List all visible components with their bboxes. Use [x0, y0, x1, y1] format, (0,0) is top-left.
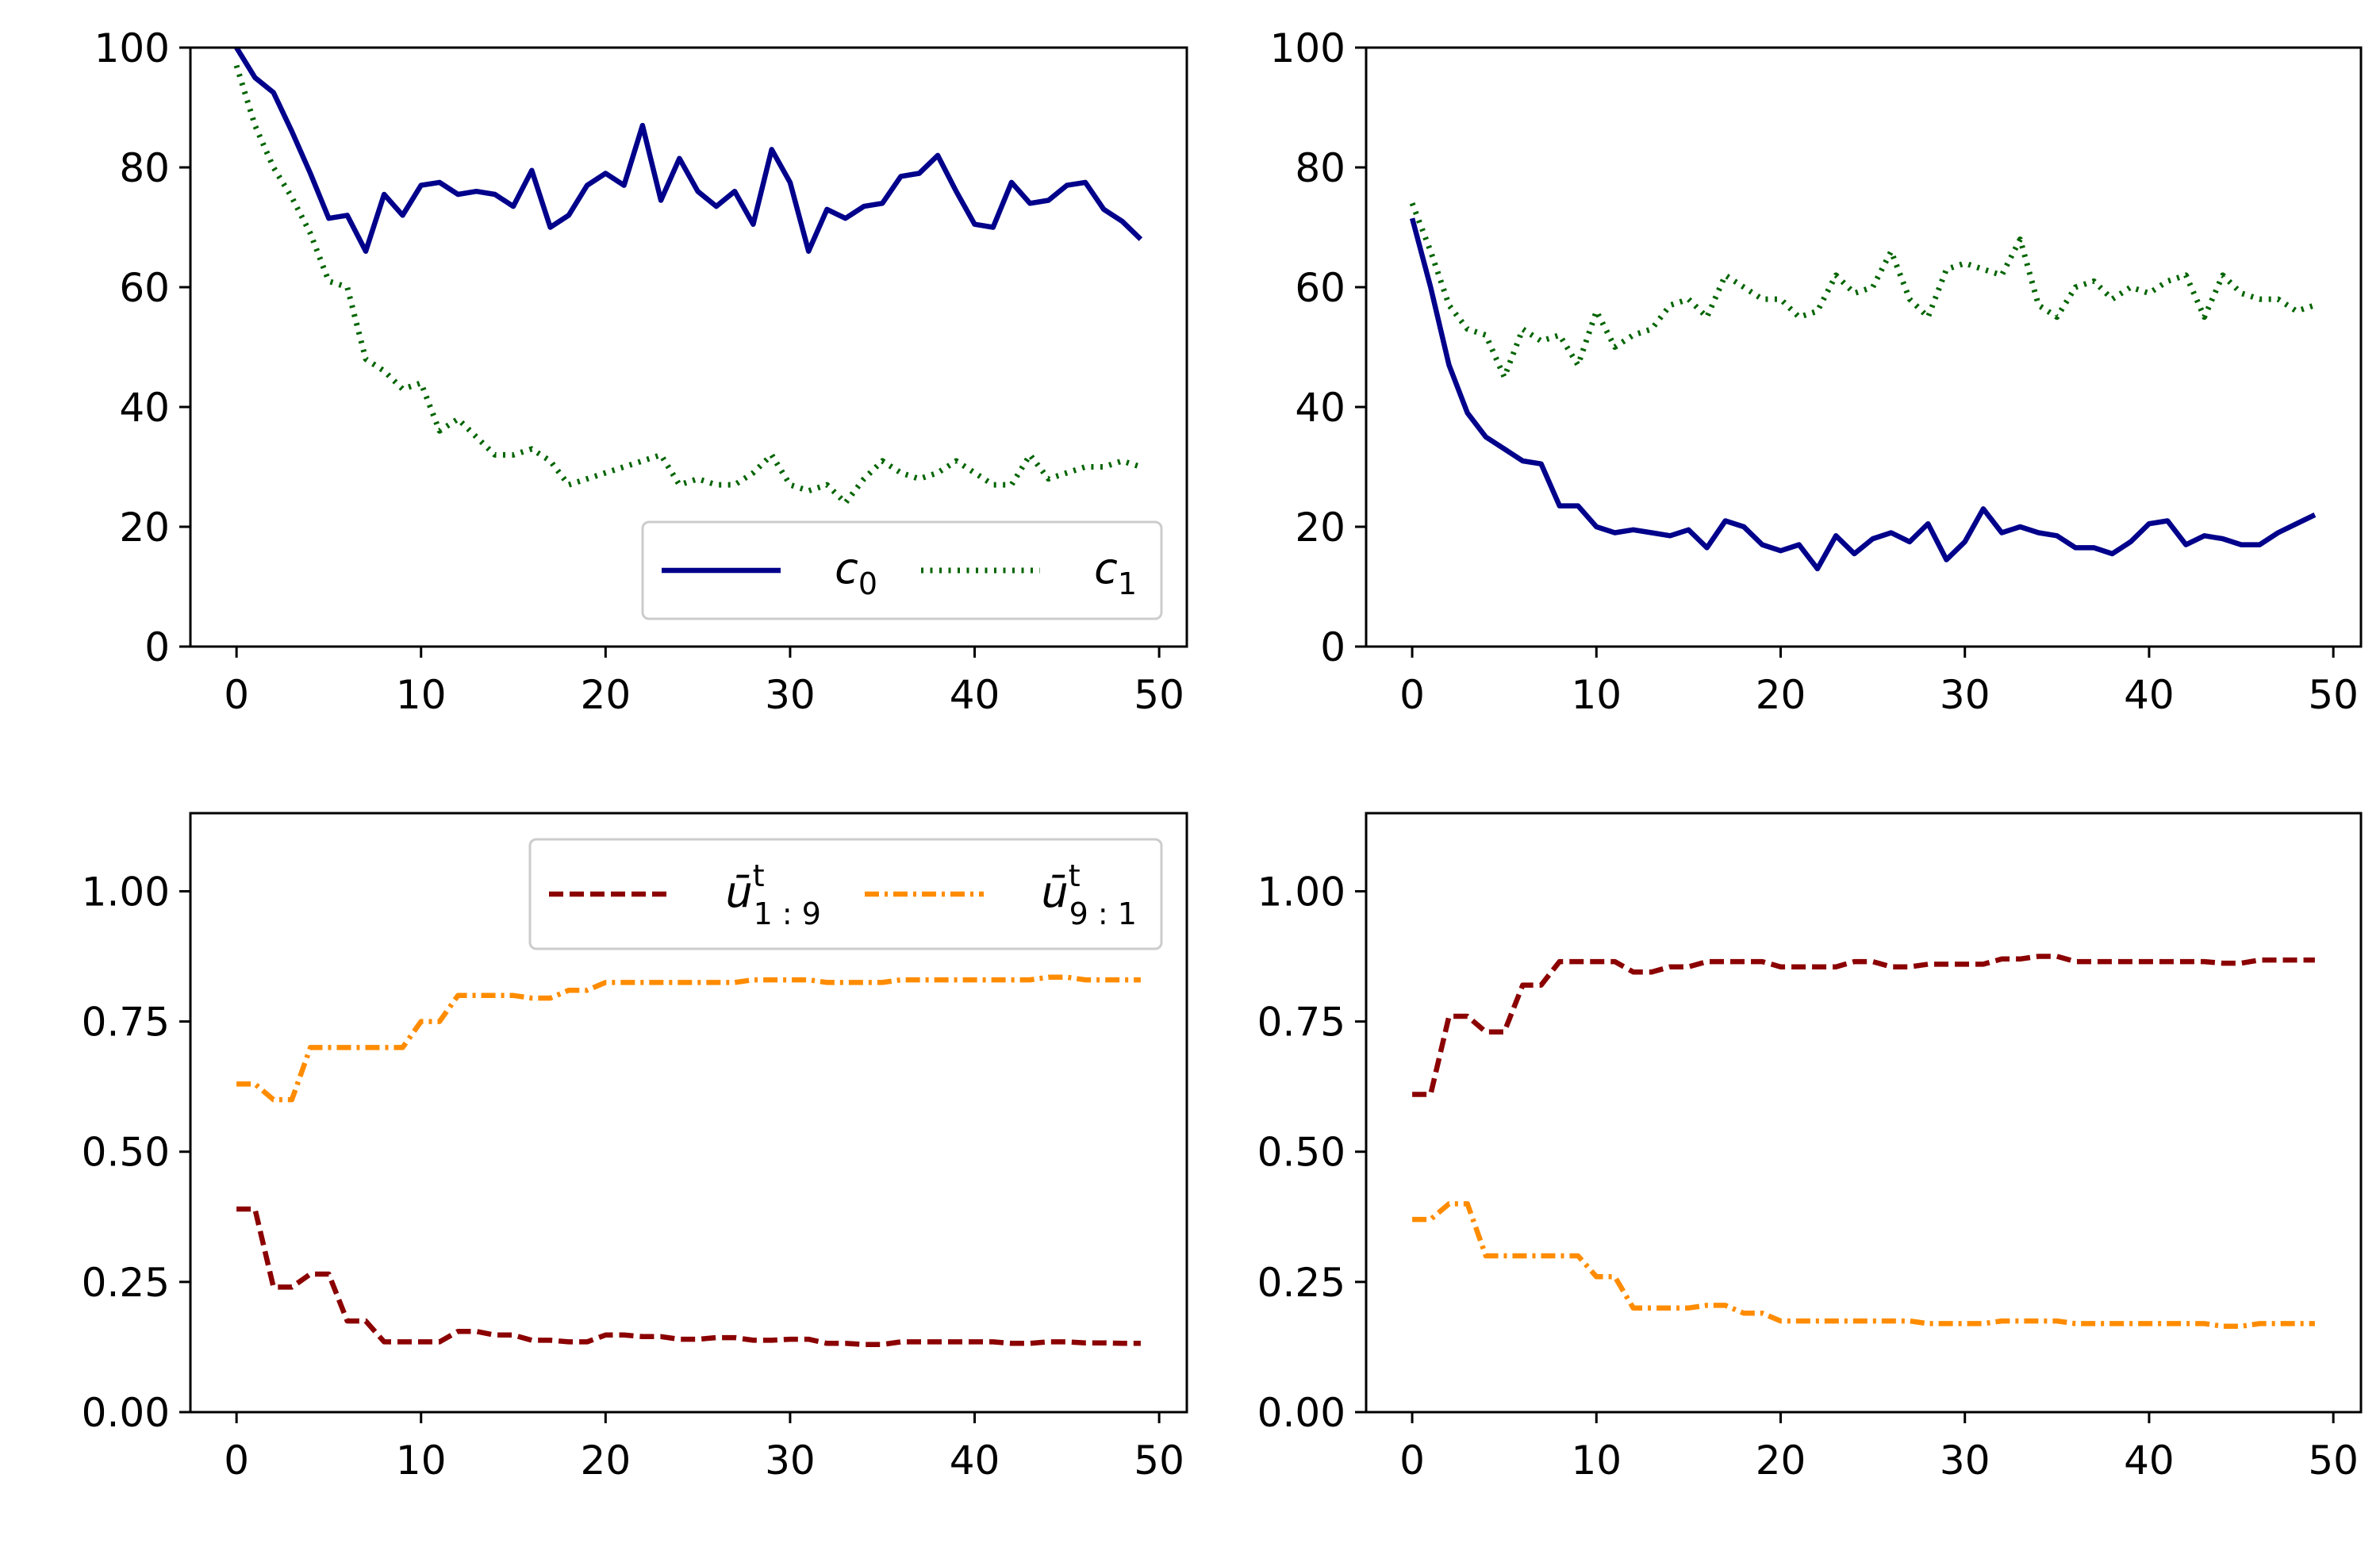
x-tick-label: 40 [950, 672, 1000, 718]
x-tick-label: 30 [765, 1438, 816, 1484]
x-tick-label: 0 [1399, 1438, 1425, 1484]
y-tick-label: 80 [1295, 145, 1345, 191]
y-tick-label: 0.00 [82, 1390, 170, 1436]
y-tick-label: 20 [119, 505, 170, 551]
y-tick-label: 100 [1270, 25, 1345, 71]
chart-panel-top-right: 0 10 20 30 40 50 0 20 40 60 80 100 [1270, 25, 2363, 718]
y-tick-label: 1.00 [82, 869, 170, 915]
legend-label-u19: ūt 1 : 9 [726, 858, 821, 931]
series-line-c0 [234, 48, 1143, 254]
y-tick-label: 0.75 [1257, 1000, 1345, 1046]
y-tick-label: 0.00 [1257, 1390, 1345, 1436]
x-tick-label: 40 [2124, 1438, 2175, 1484]
chart-panel-bottom-left: 0 10 20 30 40 50 0.00 0.25 0.50 0.75 1.00 ūt 1 : 9 ūt… [82, 812, 1188, 1484]
series-line-c0 [1409, 217, 2317, 572]
x-tick-label: 30 [1940, 1438, 1990, 1484]
x-tick-label: 40 [950, 1438, 1000, 1484]
y-tick-label: 100 [94, 25, 170, 71]
x-tick-label: 50 [1134, 672, 1184, 718]
series-line-c1 [233, 64, 1142, 506]
x-tick-label: 0 [224, 672, 249, 718]
y-tick-label: 20 [1295, 505, 1345, 551]
chart-panel-bottom-right: 0 10 20 30 40 50 0.00 0.25 0.50 0.75 1.00 [1257, 812, 2363, 1484]
y-tick-label: 0.75 [82, 1000, 170, 1046]
legend-label-c1: c1 [1094, 543, 1137, 601]
plot-frame [1365, 812, 2363, 1414]
y-tick-label: 0.50 [82, 1130, 170, 1176]
legend-box [528, 838, 1163, 950]
series-line-c1 [1409, 202, 2316, 380]
chart-panel-top-left: 0 10 20 30 40 50 0 20 40 60 80 100 c0 c1 [94, 25, 1188, 718]
x-tick-label: 50 [2308, 672, 2359, 718]
y-tick-label: 40 [119, 385, 170, 431]
x-tick-label: 10 [396, 1438, 447, 1484]
x-tick-label: 0 [224, 1438, 249, 1484]
x-tick-label: 20 [1756, 1438, 1806, 1484]
y-tick-label: 1.00 [1257, 869, 1345, 915]
x-tick-label: 50 [2308, 1438, 2359, 1484]
y-tick-label: 60 [1295, 265, 1345, 311]
x-tick-label: 30 [1940, 672, 1990, 718]
y-tick-label: 80 [119, 145, 170, 191]
y-tick-label: 60 [119, 265, 170, 311]
series-line-u91 [236, 974, 1141, 1103]
x-tick-label: 20 [581, 1438, 631, 1484]
series-line-u91 [1412, 1201, 2315, 1329]
legend-label-u91: ūt 9 : 1 [1042, 858, 1137, 931]
y-tick-label: 40 [1295, 385, 1345, 431]
plot-frame [189, 812, 1188, 1414]
x-tick-label: 30 [765, 672, 816, 718]
x-tick-label: 50 [1134, 1438, 1184, 1484]
plot-frame [1365, 46, 2363, 648]
x-tick-label: 20 [581, 672, 631, 718]
y-tick-label: 0 [144, 624, 170, 670]
legend-label-c0: c0 [835, 543, 877, 601]
plot-frame [189, 46, 1188, 648]
series-line-u19 [1412, 954, 2315, 1097]
x-tick-label: 10 [1571, 672, 1622, 718]
x-tick-label: 20 [1756, 672, 1806, 718]
y-tick-label: 0.25 [1257, 1260, 1345, 1306]
y-tick-label: 0.50 [1257, 1130, 1345, 1176]
x-tick-label: 40 [2124, 672, 2175, 718]
x-tick-label: 0 [1399, 672, 1425, 718]
legend-box [641, 520, 1163, 620]
y-tick-label: 0 [1320, 624, 1345, 670]
x-tick-label: 10 [396, 672, 447, 718]
y-tick-label: 0.25 [82, 1260, 170, 1306]
series-line-u19 [236, 1206, 1141, 1347]
x-tick-label: 10 [1571, 1438, 1622, 1484]
